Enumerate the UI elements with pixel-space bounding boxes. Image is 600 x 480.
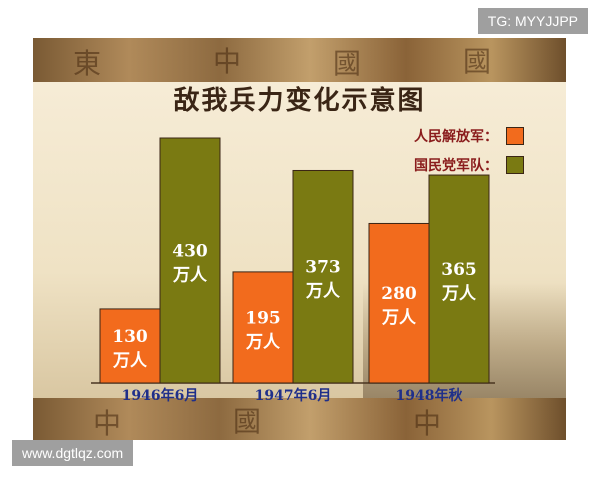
legend-swatch-kmt [506, 156, 524, 174]
bar-kmt-2 [428, 174, 490, 384]
bar-value-label: 373 [305, 258, 341, 278]
bar-pla-0 [99, 308, 161, 384]
watermark-site: www.dgtlqz.com [12, 440, 134, 466]
category-label: 1947年6月 [255, 387, 332, 404]
bar-kmt-1 [292, 169, 354, 384]
legend-label-pla: 人民解放军： [414, 129, 498, 145]
category-label: 1948年秋 [396, 387, 464, 404]
slide-panel: 東 中 國 國 中 國 中 敌我兵力变化示意图 人民解放军： 国民党军队： 13… [33, 38, 566, 440]
bar-unit-label: 万人 [245, 332, 281, 352]
bar-unit-label: 万人 [381, 308, 417, 328]
legend-swatch-pla [506, 127, 524, 145]
bar-unit-label: 万人 [441, 284, 477, 304]
bar-chart: 130 万人 430 万人 1946年6月 195 万人 373 万人 1947年6月 280 万人 3… [91, 137, 495, 404]
bar-value-label: 195 [245, 308, 281, 328]
bar-value-label: 430 [172, 242, 208, 262]
bar-kmt-0 [159, 137, 221, 384]
bar-unit-label: 万人 [112, 351, 148, 371]
bar-value-label: 365 [441, 260, 477, 280]
calligraphy-band-bottom: 中 國 中 [33, 398, 566, 440]
chart-title: 敌我兵力变化示意图 [173, 86, 426, 116]
bar-pla-1 [232, 271, 294, 384]
category-label: 1946年6月 [122, 387, 199, 404]
legend-item-pla: 人民解放军： [414, 126, 524, 146]
watermark-tg: TG: MYYJJPP [477, 8, 588, 34]
bar-value-label: 130 [112, 327, 148, 347]
calligraphy-band-top: 東 中 國 國 [33, 38, 566, 82]
bar-unit-label: 万人 [172, 266, 208, 286]
bar-value-label: 280 [381, 284, 417, 304]
legend-item-kmt: 国民党军队： [414, 155, 524, 175]
bar-unit-label: 万人 [305, 282, 341, 302]
bar-pla-2 [368, 222, 430, 384]
legend-label-kmt: 国民党军队： [414, 158, 498, 174]
